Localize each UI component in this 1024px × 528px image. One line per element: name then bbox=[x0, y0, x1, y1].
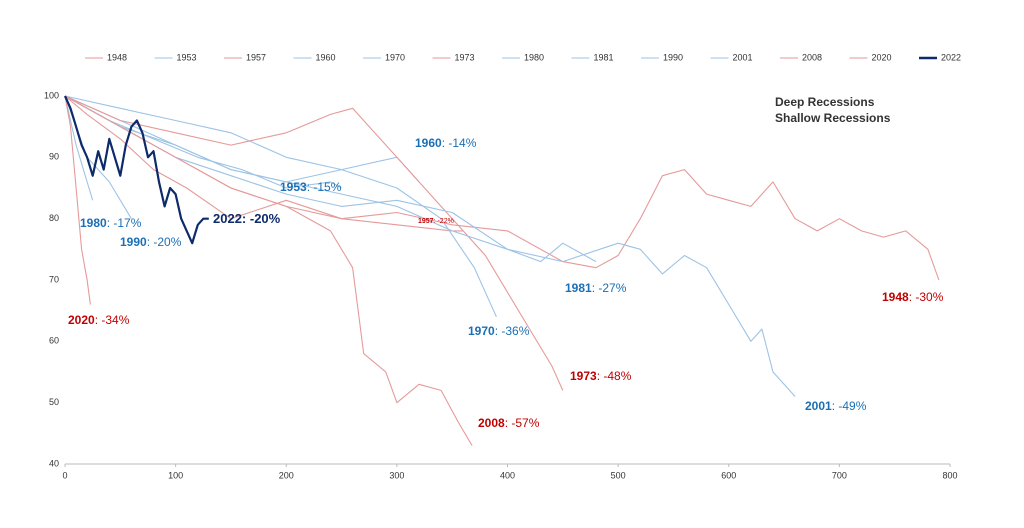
end-label-year: 2001 bbox=[805, 399, 832, 413]
x-tick-label: 0 bbox=[62, 470, 67, 480]
end-label-change: : -22% bbox=[434, 218, 454, 225]
end-label: 2022: -20% bbox=[213, 211, 281, 226]
group-legend: Shallow Recessions bbox=[775, 111, 891, 125]
end-label-change: : -20% bbox=[242, 211, 281, 226]
end-label-year: 1960 bbox=[415, 136, 442, 150]
legend-label: 1957 bbox=[246, 52, 266, 62]
end-label-year: 1957 bbox=[418, 218, 434, 225]
series-line bbox=[64, 95, 420, 183]
end-label-year: 1973 bbox=[570, 369, 597, 383]
series-line bbox=[63, 95, 209, 245]
end-label-change: : -15% bbox=[307, 180, 342, 194]
end-label: 2020: -34% bbox=[68, 313, 130, 327]
end-label: 1953: -15% bbox=[280, 180, 342, 194]
end-label-change: : -17% bbox=[107, 216, 142, 230]
end-label-change: : -34% bbox=[95, 313, 130, 327]
legend-label: 1960 bbox=[316, 52, 336, 62]
end-label-change: : -30% bbox=[909, 290, 944, 304]
end-label-change: : -20% bbox=[147, 235, 182, 249]
end-label-year: 1970 bbox=[468, 324, 495, 338]
end-label: 1990: -20% bbox=[120, 235, 182, 249]
series-line bbox=[64, 95, 91, 305]
series-line bbox=[64, 95, 796, 397]
end-label-change: : -48% bbox=[597, 369, 632, 383]
y-tick-label: 60 bbox=[49, 336, 59, 346]
legend-label: 1953 bbox=[177, 52, 197, 62]
x-tick-label: 300 bbox=[389, 470, 404, 480]
end-label: 2001: -49% bbox=[805, 399, 867, 413]
series-line bbox=[64, 95, 473, 446]
end-label: 2008: -57% bbox=[478, 416, 540, 430]
end-label-year: 2008 bbox=[478, 416, 505, 430]
series-line bbox=[64, 95, 940, 281]
end-label-year: 2022 bbox=[213, 211, 242, 226]
x-tick-label: 700 bbox=[832, 470, 847, 480]
y-tick-label: 90 bbox=[49, 152, 59, 162]
legend-label: 2008 bbox=[802, 52, 822, 62]
legend-label: 1990 bbox=[663, 52, 683, 62]
x-tick-label: 600 bbox=[721, 470, 736, 480]
y-tick-label: 40 bbox=[49, 458, 59, 468]
end-label-year: 1990 bbox=[120, 235, 147, 249]
end-label: 1980: -17% bbox=[80, 216, 142, 230]
legend-label: 2001 bbox=[733, 52, 753, 62]
end-label: 1970: -36% bbox=[468, 324, 530, 338]
legend-label: 1948 bbox=[107, 52, 127, 62]
legend-label: 1973 bbox=[455, 52, 475, 62]
series-line bbox=[64, 95, 94, 201]
end-label-change: : -49% bbox=[832, 399, 867, 413]
series-line bbox=[64, 95, 342, 189]
end-label-year: 1981 bbox=[565, 281, 592, 295]
y-tick-label: 70 bbox=[49, 274, 59, 284]
y-tick-label: 80 bbox=[49, 213, 59, 223]
legend-label: 1980 bbox=[524, 52, 544, 62]
legend-label: 1981 bbox=[594, 52, 614, 62]
x-tick-label: 800 bbox=[942, 470, 957, 480]
y-tick-label: 100 bbox=[44, 90, 59, 100]
end-label: 1960: -14% bbox=[415, 136, 477, 150]
end-label-year: 2020 bbox=[68, 313, 95, 327]
legend-label: 2022 bbox=[941, 52, 961, 62]
end-label: 1948: -30% bbox=[882, 290, 944, 304]
x-tick-label: 200 bbox=[279, 470, 294, 480]
x-tick-label: 100 bbox=[168, 470, 183, 480]
x-tick-label: 400 bbox=[500, 470, 515, 480]
x-tick-label: 500 bbox=[611, 470, 626, 480]
end-label-change: : -14% bbox=[442, 136, 477, 150]
end-label: 1973: -48% bbox=[570, 369, 632, 383]
legend-label: 2020 bbox=[872, 52, 892, 62]
end-label-year: 1980 bbox=[80, 216, 107, 230]
group-legend: Deep Recessions bbox=[775, 95, 875, 109]
series-line bbox=[64, 95, 564, 391]
end-label-change: : -27% bbox=[592, 281, 627, 295]
end-label: 1957: -22% bbox=[418, 218, 454, 225]
end-label-year: 1953 bbox=[280, 180, 307, 194]
series-line bbox=[64, 95, 497, 318]
legend-label: 1970 bbox=[385, 52, 405, 62]
end-label-year: 1948 bbox=[882, 290, 909, 304]
end-label-change: : -36% bbox=[495, 324, 530, 338]
end-label: 1981: -27% bbox=[565, 281, 627, 295]
end-label-change: : -57% bbox=[505, 416, 540, 430]
y-tick-label: 50 bbox=[49, 397, 59, 407]
